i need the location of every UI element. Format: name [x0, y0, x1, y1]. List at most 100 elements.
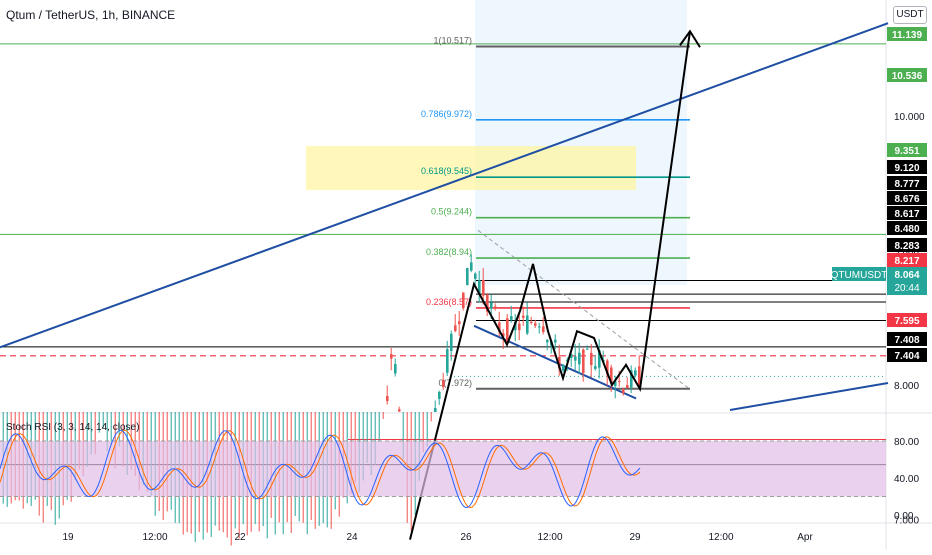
candle-body — [554, 339, 557, 343]
price-tag-label: 10.536 — [892, 71, 923, 82]
candle-body — [498, 322, 501, 332]
price-tag — [887, 160, 927, 174]
candle-body — [530, 321, 533, 323]
price-tag-label: 7.408 — [894, 335, 919, 346]
candle-body — [610, 367, 613, 384]
fib-level-label: 0.786(9.972) — [421, 109, 472, 119]
countdown-label: 20:44 — [894, 283, 919, 294]
price-tag — [887, 238, 927, 252]
time-axis-tick: 24 — [346, 532, 358, 543]
price-tag — [887, 206, 927, 220]
price-tag-label: 7.404 — [894, 351, 919, 362]
candle-body — [526, 315, 529, 334]
candle-body — [590, 352, 593, 366]
price-tag-label: 8.283 — [894, 241, 919, 252]
candle-body — [478, 280, 481, 294]
candle-body — [470, 262, 473, 271]
candle-body — [482, 279, 485, 296]
candle-body — [510, 316, 513, 320]
price-tag-label: 8.617 — [894, 209, 919, 220]
fib-level-label: 0(7.972) — [438, 378, 472, 388]
price-axis-tick: 10.000 — [894, 112, 925, 123]
currency-button[interactable]: USDT — [893, 6, 927, 24]
candle-body — [522, 315, 525, 318]
price-tag-label: 8.217 — [894, 256, 919, 267]
candle-body — [454, 325, 457, 332]
chart-title: Qtum / TetherUS, 1h, BINANCE — [6, 8, 176, 22]
candle-body — [486, 294, 489, 312]
candle-body — [634, 370, 637, 376]
time-axis-tick: 26 — [460, 532, 472, 543]
candle-body — [494, 306, 497, 309]
projection-arrowhead — [679, 29, 701, 48]
candle-body — [390, 354, 393, 359]
price-tag-label: 9.351 — [894, 146, 919, 157]
candle-body — [450, 333, 453, 351]
channel-upper-line — [0, 22, 889, 349]
price-tag — [887, 27, 927, 41]
candle-body — [598, 350, 601, 368]
candle-body — [618, 380, 621, 382]
candle-body — [442, 379, 445, 387]
candle-body — [434, 408, 437, 412]
rsi-band — [0, 441, 886, 497]
price-tag — [887, 348, 927, 362]
time-axis-tick: 19 — [62, 532, 74, 543]
rsi-axis-tick: 40.00 — [894, 474, 919, 485]
price-tag — [887, 221, 927, 235]
time-axis-tick: 12:00 — [142, 532, 167, 543]
price-axis-tick: 8.000 — [894, 381, 919, 392]
price-tag-label: 7.595 — [894, 316, 919, 327]
candle-body — [386, 395, 389, 402]
candle-body — [502, 333, 505, 337]
indicator-label[interactable]: Stoch RSI (3, 3, 14, 14, close) — [6, 422, 140, 433]
candle-body — [438, 391, 441, 399]
wedge-lower-line — [473, 324, 637, 400]
fib-level-label: 0.5(9.244) — [431, 207, 472, 217]
candle-body — [570, 354, 573, 358]
candle-body — [558, 356, 561, 369]
price-tag — [887, 191, 927, 205]
price-tag — [887, 143, 927, 157]
channel-lower-line — [729, 382, 889, 411]
fib-level-label: 1(10.517) — [433, 35, 472, 45]
last-price-label: 8.064 — [894, 270, 919, 281]
candle-body — [518, 323, 521, 331]
price-tag-label: 11.139 — [892, 30, 922, 41]
candle-body — [578, 352, 581, 365]
price-tag — [887, 253, 927, 267]
candle-body — [542, 326, 545, 333]
candle-body — [606, 360, 609, 375]
time-axis-tick: 29 — [629, 532, 641, 543]
price-tag-label: 8.676 — [894, 194, 919, 205]
price-tag — [887, 176, 927, 190]
candle-body — [546, 340, 549, 343]
candle-body — [398, 409, 401, 412]
candle-body — [462, 292, 465, 309]
fib-level-label: 0.382(8.94) — [426, 247, 472, 257]
candle-body — [594, 366, 597, 369]
candle-body — [622, 389, 625, 394]
price-tag — [887, 68, 927, 82]
resistance-zone — [306, 146, 636, 190]
candle-body — [638, 366, 641, 388]
candle-body — [446, 349, 449, 373]
candle-body — [626, 385, 629, 389]
price-tag — [887, 332, 927, 346]
time-axis-tick: 12:00 — [537, 532, 562, 543]
candle-body — [394, 364, 397, 374]
candle-body — [506, 318, 509, 342]
rsi-k-line — [0, 429, 641, 509]
candle-body — [562, 364, 565, 371]
projection-arrow-path — [409, 31, 691, 540]
candle-body — [474, 273, 477, 279]
candle-body — [614, 381, 617, 387]
time-axis-tick: Apr — [797, 532, 813, 543]
candle-body — [458, 321, 461, 325]
price-axis-tick: 7.000 — [894, 516, 919, 527]
rsi-axis-tick: 0.00 — [894, 511, 914, 522]
price-tag-label: 8.777 — [894, 179, 919, 190]
price-tag-label: 9.120 — [894, 163, 919, 174]
